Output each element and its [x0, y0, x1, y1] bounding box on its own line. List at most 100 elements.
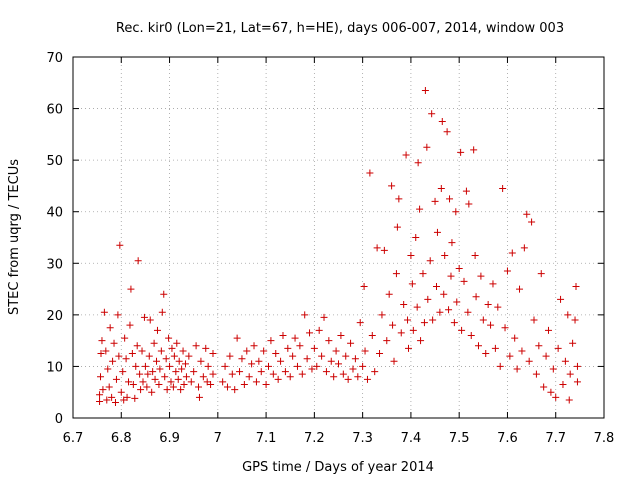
data-point: [265, 362, 273, 370]
data-point: [226, 352, 234, 360]
data-point: [178, 365, 186, 373]
data-point: [144, 370, 152, 378]
data-point: [408, 280, 416, 288]
data-point: [252, 378, 260, 386]
data-point: [491, 344, 499, 352]
data-point: [155, 380, 163, 388]
data-point: [289, 352, 297, 360]
data-point: [347, 339, 355, 347]
data-point: [479, 316, 487, 324]
data-point: [100, 308, 108, 316]
y-tick-label: 20: [46, 309, 63, 324]
data-point: [501, 324, 509, 332]
data-point: [168, 344, 176, 352]
y-tick-label: 10: [46, 360, 63, 375]
data-point: [122, 355, 130, 363]
data-point: [523, 210, 531, 218]
data-point: [572, 282, 580, 290]
data-point: [412, 234, 420, 241]
data-point: [330, 373, 338, 381]
data-point: [129, 380, 137, 388]
axis-ticks: 6.7 6.8 6.9 7 7.1 7.2 7.3 7.4 7.5 7.6 7.7 7.8 0 10 20 3…: [46, 51, 614, 446]
data-point: [356, 319, 364, 327]
data-point: [262, 380, 270, 388]
data-point: [97, 350, 105, 358]
data-point: [277, 357, 285, 365]
data-point: [385, 290, 393, 298]
data-point: [199, 373, 207, 381]
data-point: [98, 337, 106, 345]
x-tick-label: 7.8: [594, 431, 615, 446]
data-point: [477, 272, 485, 280]
data-point: [383, 337, 391, 345]
data-point: [376, 350, 384, 358]
data-point: [448, 239, 456, 247]
data-point: [134, 257, 142, 265]
data-point: [313, 362, 321, 370]
data-point: [140, 313, 148, 321]
data-point: [240, 380, 248, 388]
data-point: [474, 342, 482, 350]
data-point: [131, 394, 139, 402]
data-point: [366, 169, 374, 177]
data-point: [128, 350, 136, 358]
x-tick-label: 7.5: [449, 431, 470, 446]
data-point: [156, 365, 164, 373]
data-point: [236, 368, 244, 376]
data-point: [192, 342, 200, 350]
x-tick-label: 7.2: [304, 431, 325, 446]
data-point: [484, 301, 492, 309]
data-point: [423, 143, 431, 151]
data-point: [559, 380, 567, 388]
data-point: [169, 383, 177, 391]
data-point: [163, 386, 171, 394]
data-point: [175, 357, 183, 365]
data-point: [389, 321, 397, 329]
data-point: [112, 375, 120, 383]
data-point: [269, 370, 277, 378]
data-point: [371, 368, 379, 376]
data-point: [540, 383, 548, 391]
data-point: [148, 388, 156, 396]
data-point: [145, 352, 153, 360]
data-point: [457, 148, 465, 156]
x-tick-label: 7.7: [545, 431, 566, 446]
data-point: [462, 187, 470, 195]
data-points: [96, 87, 581, 407]
data-point: [496, 362, 504, 370]
data-point: [286, 373, 294, 381]
data-point: [360, 282, 368, 290]
data-point: [342, 352, 350, 360]
data-point: [554, 344, 562, 352]
data-point: [565, 396, 573, 404]
data-point: [437, 185, 445, 193]
data-point: [209, 350, 217, 358]
data-point: [445, 306, 453, 314]
data-point: [96, 397, 104, 405]
data-point: [520, 244, 528, 252]
data-point: [149, 368, 157, 376]
data-point: [400, 301, 408, 309]
data-point: [532, 370, 540, 378]
data-point: [116, 241, 124, 249]
data-point: [161, 373, 169, 381]
data-point: [119, 368, 127, 376]
data-point: [528, 218, 536, 226]
y-tick-label: 60: [46, 103, 63, 118]
x-axis-label: GPS time / Days of year 2014: [242, 460, 434, 475]
data-point: [166, 362, 174, 370]
x-tick-label: 6.8: [111, 431, 132, 446]
data-point: [544, 326, 552, 334]
y-axis-label: STEC from uqrg / TECUs: [7, 159, 22, 315]
x-tick-label: 7.1: [256, 431, 277, 446]
data-point: [243, 347, 251, 355]
data-point: [97, 373, 105, 381]
data-point: [127, 285, 135, 293]
data-point: [380, 246, 388, 254]
data-point: [429, 316, 437, 324]
data-point: [392, 270, 400, 278]
plot-frame: [72, 56, 605, 419]
data-point: [455, 264, 463, 272]
data-point: [426, 257, 434, 265]
